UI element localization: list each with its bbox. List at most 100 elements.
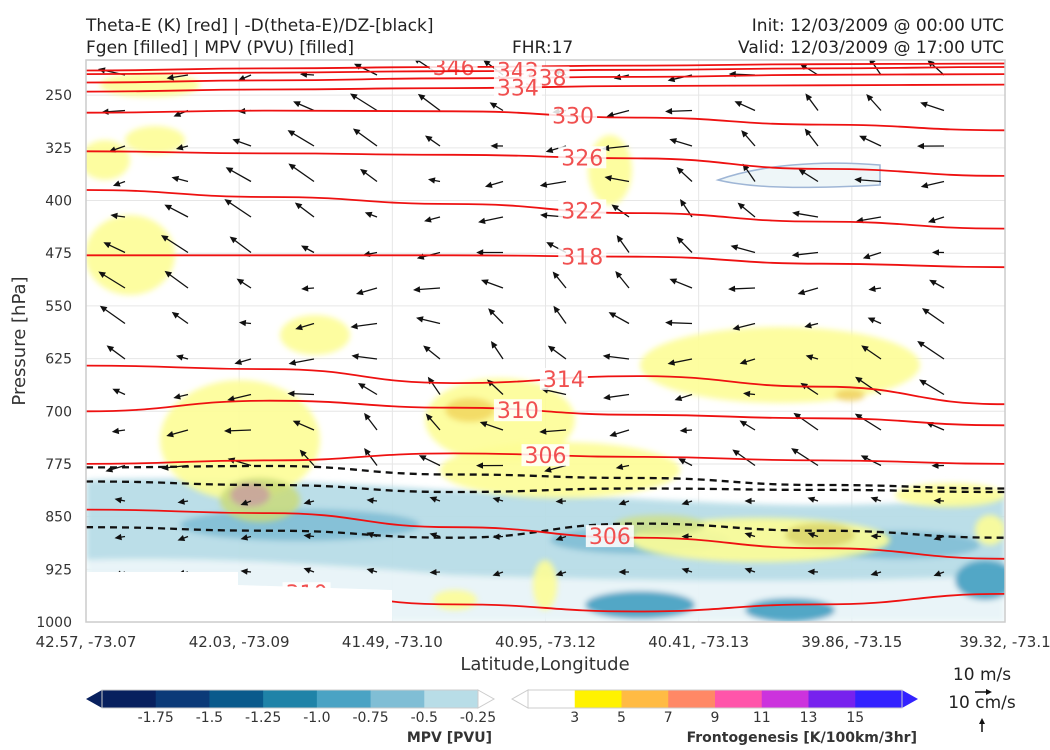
theta-e-label-bg bbox=[429, 60, 478, 79]
wind-vector bbox=[420, 95, 441, 112]
fgen-area bbox=[533, 560, 557, 610]
wind-vector-head bbox=[920, 182, 929, 189]
mpv-colorbar-tick: -1.25 bbox=[245, 710, 281, 726]
wind-vector bbox=[291, 392, 315, 396]
wind-vector-head bbox=[110, 212, 118, 220]
wind-vector bbox=[170, 429, 189, 436]
wind-vector bbox=[296, 421, 315, 431]
wind-vector bbox=[417, 287, 441, 291]
wind-vector-head bbox=[161, 235, 169, 242]
wind-vector bbox=[550, 347, 567, 360]
wind-vector bbox=[554, 274, 567, 289]
y-tick-label: 250 bbox=[45, 88, 72, 104]
mpv-colorbar-tick: -1.0 bbox=[303, 710, 330, 726]
theta-e-contour bbox=[86, 508, 1005, 560]
wind-vector-head bbox=[479, 421, 488, 428]
fgen-colorbar-tick: 11 bbox=[753, 710, 771, 726]
theta-e-label: 314 bbox=[543, 368, 585, 393]
wind-vector-head bbox=[483, 60, 491, 67]
wind-vector-head bbox=[292, 420, 301, 427]
valid-time: Valid: 12/03/2009 @ 17:00 UTC bbox=[738, 38, 1004, 58]
fgen-colorbar-frame bbox=[527, 689, 903, 709]
wind-vector-head bbox=[225, 167, 234, 174]
wind-vector-head bbox=[730, 244, 739, 251]
wind-vector-head bbox=[744, 497, 752, 505]
wind-vector bbox=[868, 96, 882, 111]
fgen-colorbar-tick: 13 bbox=[800, 710, 818, 726]
wind-vector-head bbox=[424, 216, 432, 223]
fgen-area bbox=[433, 590, 477, 610]
theta-e-label: 310 bbox=[497, 399, 539, 424]
ddz-contour bbox=[86, 480, 1005, 494]
wind-vector bbox=[607, 393, 630, 399]
wind-vector bbox=[296, 102, 315, 112]
wind-vector bbox=[353, 95, 378, 112]
wind-vector bbox=[608, 177, 630, 183]
wind-vector-head bbox=[293, 101, 301, 108]
wind-vector bbox=[732, 287, 756, 290]
wind-vector bbox=[355, 130, 378, 147]
wind-vector-head bbox=[681, 567, 690, 574]
wind-vector-head bbox=[919, 379, 927, 386]
wind-vector-head bbox=[681, 533, 689, 540]
plot-frame bbox=[85, 59, 1006, 623]
wind-vector bbox=[801, 170, 819, 183]
theta-e-label-bg bbox=[521, 444, 570, 467]
wind-vector-head bbox=[288, 163, 296, 171]
terrain-mask bbox=[238, 585, 392, 622]
wind-vector bbox=[806, 131, 819, 147]
wind-vector bbox=[669, 322, 693, 325]
wind-vector-head bbox=[303, 498, 312, 506]
mpv-colorbar-tick: -1.75 bbox=[138, 710, 174, 726]
wind-vector-head bbox=[793, 412, 802, 420]
fgen-core bbox=[785, 523, 855, 547]
wind-vector-head bbox=[429, 496, 438, 503]
fgen-area bbox=[86, 140, 130, 180]
wind-vector-head bbox=[238, 319, 247, 327]
wind-vector-head bbox=[870, 533, 878, 540]
theta-e-label-bg bbox=[493, 76, 542, 99]
fgen-core bbox=[615, 515, 705, 535]
wind-vector bbox=[858, 378, 882, 396]
wind-vector bbox=[802, 65, 819, 76]
wind-vector-head bbox=[300, 245, 309, 252]
theta-e-contour bbox=[86, 83, 1005, 93]
wind-vector-head bbox=[679, 199, 687, 207]
wind-vector-head bbox=[791, 448, 799, 455]
wind-vector bbox=[922, 381, 945, 396]
theta-e-label-bg bbox=[493, 399, 542, 422]
wind-vector-head bbox=[114, 533, 122, 541]
mpv-colorbar-cell bbox=[263, 690, 318, 708]
wind-vector bbox=[736, 322, 756, 329]
wind-vector-head bbox=[240, 568, 248, 575]
y-tick-label: 925 bbox=[45, 562, 72, 578]
wind-vector-head bbox=[603, 394, 611, 401]
wind-vector-head bbox=[611, 204, 620, 212]
fgen-colorbar-cell bbox=[574, 690, 622, 708]
theta-e-contour bbox=[86, 399, 1005, 427]
fgen-colorbar-cell bbox=[715, 690, 763, 708]
x-tick-label: 40.95, -73.12 bbox=[495, 633, 596, 651]
wind-vector bbox=[614, 206, 630, 218]
mpv-cell bbox=[955, 560, 1005, 600]
wind-vector bbox=[679, 169, 693, 182]
vector-key-h-head bbox=[986, 689, 992, 695]
fgen-core bbox=[445, 398, 495, 422]
wind-vector-head bbox=[425, 135, 433, 143]
title-line-1: Theta-E (K) [red] | -D(theta-E)/DZ-[blac… bbox=[86, 16, 434, 36]
wind-vector-head bbox=[855, 376, 863, 384]
wind-vector-head bbox=[224, 199, 232, 206]
wind-vector-head bbox=[618, 499, 627, 506]
wind-vector bbox=[673, 139, 693, 147]
fgen-colorbar: 3 5 7 9 11 13 15 Frontogenesis [K/100km/3hr] bbox=[510, 689, 918, 746]
wind-vector-head bbox=[364, 412, 371, 421]
fgen-colorbar-tick: 9 bbox=[711, 710, 720, 726]
wind-vector bbox=[102, 307, 126, 325]
terrain-mask bbox=[86, 572, 238, 622]
theta-e-label: 326 bbox=[561, 146, 603, 171]
vector-key-v-head bbox=[979, 718, 985, 724]
wind-vector bbox=[419, 318, 441, 325]
wind-vector-head bbox=[552, 271, 560, 279]
wind-vector-head bbox=[665, 108, 673, 115]
